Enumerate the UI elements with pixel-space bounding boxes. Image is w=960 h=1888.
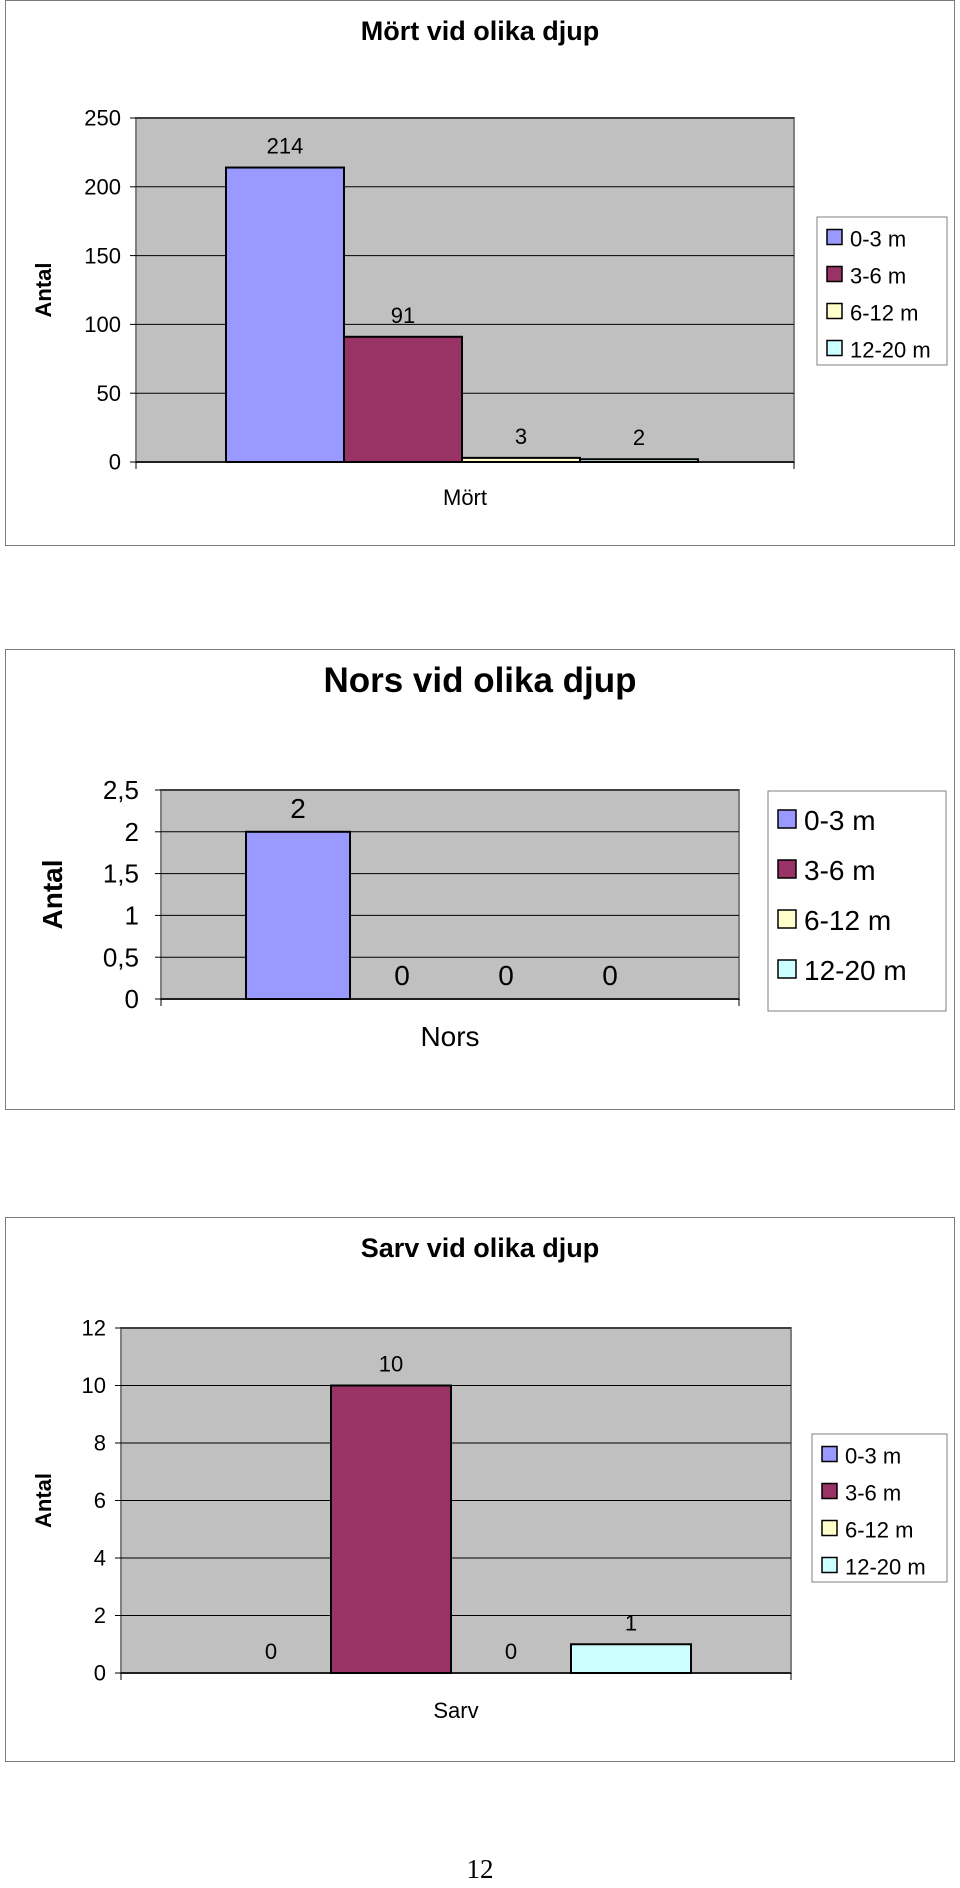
legend-swatch-3-6-m: [821, 1482, 838, 1500]
y-tick-label: 100: [84, 312, 121, 337]
legend-swatch-0-3-m: [821, 1445, 838, 1463]
y-axis-label: Antal: [31, 263, 56, 318]
page-number: 12: [466, 1854, 494, 1884]
y-axis-label: Antal: [31, 1473, 56, 1528]
y-tick-label: 0: [109, 450, 121, 475]
y-tick-label: 4: [94, 1546, 106, 1571]
chart-sarv: Sarv vid olika djup 0 2 4 6 8 10 12 Antal Sarv 0 10…: [5, 1217, 955, 1762]
data-label-6-12-m: 3: [515, 424, 527, 449]
y-tick-label: 2: [94, 1603, 106, 1628]
y-tick-label: 10: [82, 1373, 106, 1398]
legend-label-6-12-m: 6-12 m: [850, 300, 918, 325]
y-tick-label: 8: [94, 1431, 106, 1456]
data-label-12-20-m: 0: [602, 960, 618, 991]
y-tick-label: 0: [125, 984, 139, 1014]
category-label: Mört: [443, 485, 487, 510]
legend-label-3-6-m: 3-6 m: [804, 855, 876, 886]
legend-swatch-6-12-m: [821, 1519, 838, 1537]
legend-label-12-20-m: 12-20 m: [850, 337, 931, 362]
bar-m-rt-0-3-m: [225, 166, 345, 463]
legend-label-6-12-m: 6-12 m: [845, 1517, 913, 1542]
legend-swatch-12-20-m: [777, 959, 797, 979]
bar-m-rt-3-6-m: [343, 335, 463, 463]
y-tick-label: 1: [125, 901, 139, 931]
y-tick-label: 2,5: [103, 775, 139, 805]
legend-label-0-3-m: 0-3 m: [845, 1443, 901, 1468]
y-tick-label: 200: [84, 175, 121, 200]
chart-nors-svg: Nors vid olika djup 0 0,5 1 1,5 2 2,5 Antal Nors…: [37, 661, 947, 1052]
y-tick-label: 1,5: [103, 859, 139, 889]
y-tick-label: 50: [97, 381, 121, 406]
data-label-3-6-m: 0: [394, 960, 410, 991]
chart-nors: Nors vid olika djup 0 0,5 1 1,5 2 2,5 Antal Nors…: [5, 649, 955, 1110]
category-label: Nors: [420, 1021, 479, 1052]
chart-sarv-svg: Sarv vid olika djup024681012AntalSarv010…: [31, 1233, 948, 1723]
legend-label-12-20-m: 12-20 m: [804, 955, 907, 986]
data-label-12-20-m: 1: [625, 1610, 637, 1635]
y-tick-label: 6: [94, 1488, 106, 1513]
data-label-3-6-m: 91: [391, 303, 415, 328]
y-tick-label: 0: [94, 1661, 106, 1686]
data-label-6-12-m: 0: [498, 960, 514, 991]
y-axis-label: Antal: [37, 860, 68, 930]
legend-label-3-6-m: 3-6 m: [845, 1480, 901, 1505]
chart-mort: Mört vid olika djup 0 50 100 150 200 250 Antal M…: [5, 0, 955, 546]
legend-swatch-3-6-m: [826, 265, 843, 283]
chart-title: Mört vid olika djup: [361, 16, 600, 46]
category-label: Sarv: [433, 1698, 478, 1723]
legend-swatch-12-20-m: [821, 1556, 838, 1574]
legend-swatch-6-12-m: [826, 302, 843, 320]
data-label-12-20-m: 2: [633, 425, 645, 450]
y-tick-label: 12: [82, 1316, 106, 1341]
y-tick-label: 0,5: [103, 942, 139, 972]
legend-label-3-6-m: 3-6 m: [850, 263, 906, 288]
bar-m-rt-6-12-m: [461, 456, 581, 464]
legend-box: [767, 790, 947, 1012]
bar-m-rt-12-20-m: [579, 458, 699, 463]
chart-title: Sarv vid olika djup: [361, 1233, 600, 1263]
data-label-0-3-m: 0: [265, 1639, 277, 1664]
legend-label-0-3-m: 0-3 m: [804, 805, 876, 836]
legend-label-6-12-m: 6-12 m: [804, 905, 891, 936]
legend-swatch-3-6-m: [777, 859, 797, 879]
data-label-6-12-m: 0: [505, 1639, 517, 1664]
bar-nors-0-3-m: [245, 830, 351, 1000]
legend-swatch-6-12-m: [777, 909, 797, 929]
legend-label-12-20-m: 12-20 m: [845, 1554, 926, 1579]
bar-sarv-12-20-m: [570, 1643, 692, 1674]
y-tick-label: 150: [84, 243, 121, 268]
y-tick-label: 250: [84, 106, 121, 131]
data-label-3-6-m: 10: [379, 1352, 403, 1377]
data-label-0-3-m: 214: [267, 134, 304, 159]
chart-title: Nors vid olika djup: [323, 661, 636, 700]
legend-swatch-0-3-m: [826, 228, 843, 246]
bar-sarv-3-6-m: [330, 1384, 452, 1674]
data-label-0-3-m: 2: [290, 793, 306, 824]
chart-mort-svg: Mört vid olika djup 0 50 100 150 200 250 Antal M…: [31, 16, 948, 510]
y-tick-label: 2: [125, 817, 139, 847]
legend-label-0-3-m: 0-3 m: [850, 226, 906, 251]
legend-swatch-12-20-m: [826, 339, 843, 357]
legend-swatch-0-3-m: [777, 809, 797, 829]
